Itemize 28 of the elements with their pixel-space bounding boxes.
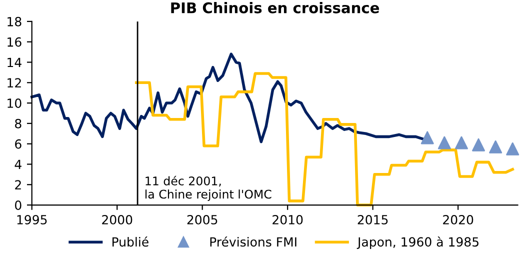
point <box>454 136 468 150</box>
y-tick-label: 2 <box>15 180 21 190</box>
y-tick-label: 8 <box>15 118 22 128</box>
chart-title: PIB Chinois en croissance <box>171 2 380 14</box>
x-tick-label: 1995 <box>17 214 47 224</box>
y-tick-label: 18 <box>8 16 22 26</box>
legend-label: Japon, 1960 à 1985 <box>356 236 478 250</box>
y-tick-label: 0 <box>15 200 22 210</box>
point <box>506 142 520 156</box>
y-tick-label: 16 <box>8 37 22 47</box>
y-tick-label: 12 <box>8 78 21 88</box>
point <box>420 131 434 144</box>
line-series <box>134 72 514 206</box>
ref-line-label: 11 déc 2001, la Chine rejoint l'OMC <box>145 176 272 201</box>
x-tick-label: 2010 <box>272 214 303 224</box>
y-tick-label: 14 <box>8 58 22 67</box>
y-tick-label: 4 <box>14 160 22 169</box>
legend-label: Prévisions FMI <box>210 236 296 247</box>
x-tick-label: 2020 <box>443 214 474 224</box>
y-tick-label: 6 <box>15 139 22 149</box>
point <box>489 140 502 154</box>
x-tick-label: 2015 <box>358 214 388 224</box>
x-tick-label: 2005 <box>187 214 218 224</box>
y-tick-label: 10 <box>8 98 22 108</box>
x-tick-label: 2000 <box>102 214 132 224</box>
legend-label: Publié <box>112 236 148 247</box>
point <box>472 138 486 152</box>
point <box>438 136 451 150</box>
